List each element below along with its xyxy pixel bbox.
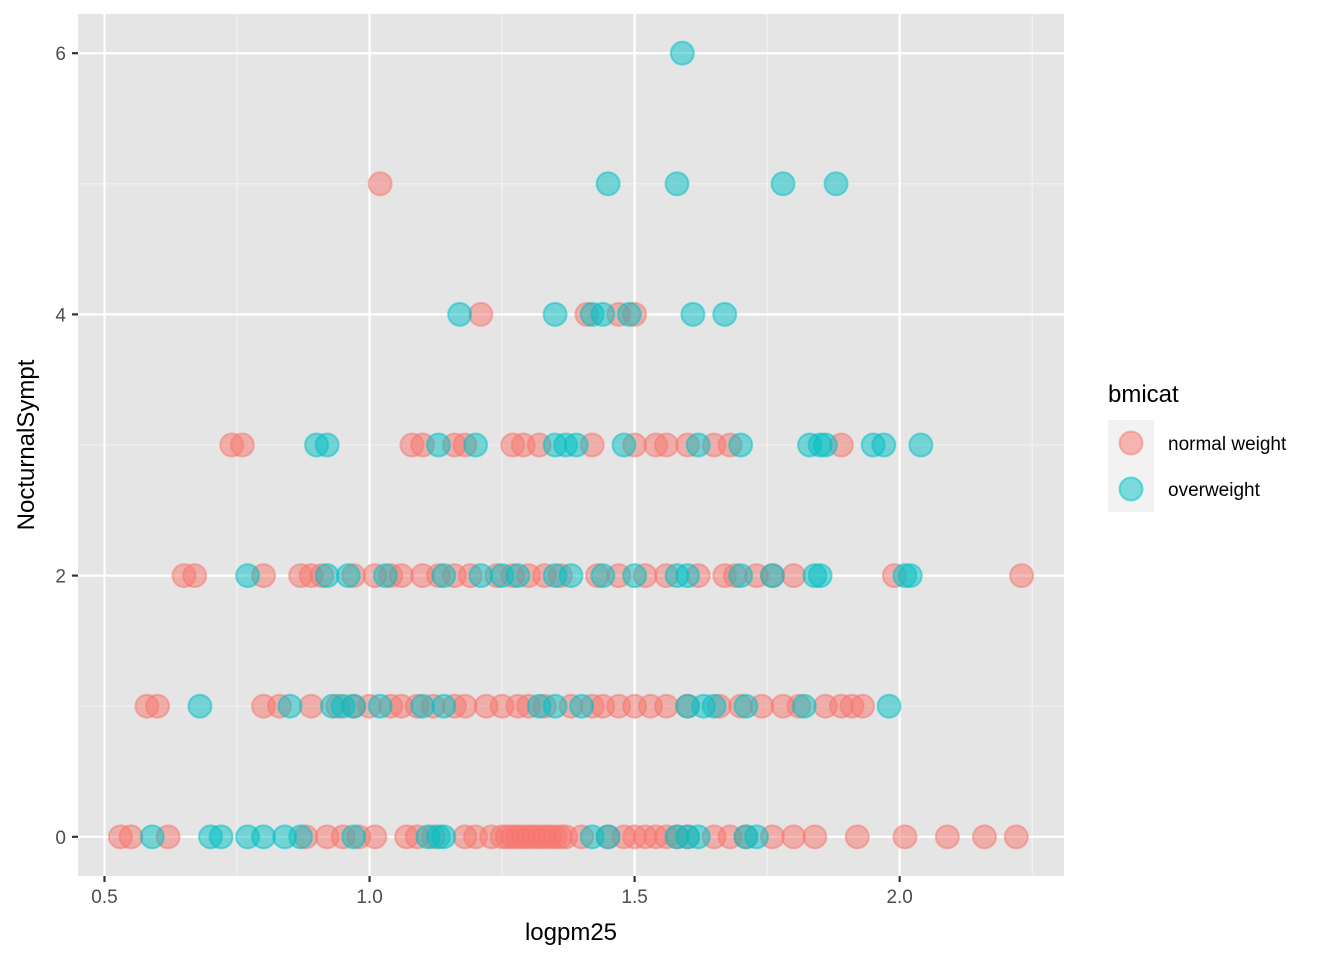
point-overweight xyxy=(372,563,398,589)
legend: bmicat normal weight overweight xyxy=(1108,381,1287,512)
point-normal-weight xyxy=(971,824,997,850)
x-axis: 0.5 1.0 1.5 2.0 xyxy=(91,876,913,908)
point-normal-weight xyxy=(844,824,870,850)
y-axis-title: NocturnalSympt xyxy=(13,359,40,530)
point-overweight xyxy=(431,824,457,850)
point-normal-weight xyxy=(468,301,494,327)
point-normal-weight xyxy=(452,693,478,719)
point-normal-weight xyxy=(1009,563,1035,589)
x-tick-label: 1.0 xyxy=(356,887,382,908)
point-normal-weight xyxy=(298,693,324,719)
point-overweight xyxy=(807,563,833,589)
point-normal-weight xyxy=(118,824,144,850)
x-tick-label: 0.5 xyxy=(91,887,117,908)
point-overweight xyxy=(569,693,595,719)
point-normal-weight xyxy=(892,824,918,850)
point-overweight xyxy=(897,563,923,589)
point-normal-weight xyxy=(182,563,208,589)
point-overweight xyxy=(595,824,621,850)
y-tick-label: 6 xyxy=(55,44,66,65)
point-overweight xyxy=(431,563,457,589)
legend-key-normal-weight xyxy=(1118,430,1144,456)
point-overweight xyxy=(314,432,340,458)
y-axis: 0 2 4 6 xyxy=(55,44,78,849)
point-overweight xyxy=(431,693,457,719)
point-normal-weight xyxy=(781,563,807,589)
point-overweight xyxy=(744,824,770,850)
point-overweight xyxy=(505,563,531,589)
point-overweight xyxy=(314,563,340,589)
point-overweight xyxy=(251,824,277,850)
point-overweight xyxy=(616,301,642,327)
point-normal-weight xyxy=(781,824,807,850)
point-overweight xyxy=(701,693,727,719)
legend-key-overweight xyxy=(1118,476,1144,502)
legend-title: bmicat xyxy=(1108,381,1179,408)
point-overweight xyxy=(410,693,436,719)
point-overweight xyxy=(542,693,568,719)
x-tick-label: 2.0 xyxy=(886,887,912,908)
point-overweight xyxy=(288,824,314,850)
x-axis-title: logpm25 xyxy=(525,919,617,946)
point-normal-weight xyxy=(653,432,679,458)
y-tick-label: 0 xyxy=(55,828,66,849)
point-overweight xyxy=(791,693,817,719)
point-overweight xyxy=(425,432,451,458)
point-overweight xyxy=(590,301,616,327)
point-overweight xyxy=(622,563,648,589)
point-normal-weight xyxy=(229,432,255,458)
point-overweight xyxy=(208,824,234,850)
point-overweight xyxy=(812,432,838,458)
point-overweight xyxy=(908,432,934,458)
point-overweight xyxy=(664,171,690,197)
point-normal-weight xyxy=(653,693,679,719)
point-overweight xyxy=(871,432,897,458)
point-overweight xyxy=(277,693,303,719)
point-overweight xyxy=(770,171,796,197)
point-overweight xyxy=(680,301,706,327)
point-overweight xyxy=(669,40,695,66)
point-overweight xyxy=(558,563,584,589)
point-overweight xyxy=(335,563,361,589)
point-overweight xyxy=(728,432,754,458)
point-normal-weight xyxy=(1003,824,1029,850)
point-overweight xyxy=(139,824,165,850)
point-overweight xyxy=(733,693,759,719)
point-overweight xyxy=(563,432,589,458)
point-normal-weight xyxy=(850,693,876,719)
point-normal-weight xyxy=(362,824,388,850)
point-normal-weight xyxy=(367,171,393,197)
point-overweight xyxy=(611,432,637,458)
point-overweight xyxy=(728,563,754,589)
point-overweight xyxy=(447,301,473,327)
point-overweight xyxy=(235,563,261,589)
point-overweight xyxy=(187,693,213,719)
point-overweight xyxy=(590,563,616,589)
point-normal-weight xyxy=(934,824,960,850)
point-overweight xyxy=(685,432,711,458)
point-overweight xyxy=(341,693,367,719)
point-overweight xyxy=(759,563,785,589)
y-tick-label: 2 xyxy=(55,567,66,588)
point-overweight xyxy=(595,171,621,197)
point-overweight xyxy=(367,693,393,719)
legend-label: normal weight xyxy=(1168,434,1287,455)
point-overweight xyxy=(712,301,738,327)
point-normal-weight xyxy=(145,693,171,719)
point-overweight xyxy=(341,824,367,850)
point-overweight xyxy=(685,824,711,850)
point-overweight xyxy=(823,171,849,197)
point-overweight xyxy=(463,432,489,458)
legend-label: overweight xyxy=(1168,480,1261,501)
point-normal-weight xyxy=(802,824,828,850)
point-overweight xyxy=(542,301,568,327)
point-overweight xyxy=(876,693,902,719)
point-overweight xyxy=(675,563,701,589)
data-points xyxy=(107,40,1035,850)
x-tick-label: 1.5 xyxy=(621,887,647,908)
point-overweight xyxy=(468,563,494,589)
y-tick-label: 4 xyxy=(55,305,66,326)
